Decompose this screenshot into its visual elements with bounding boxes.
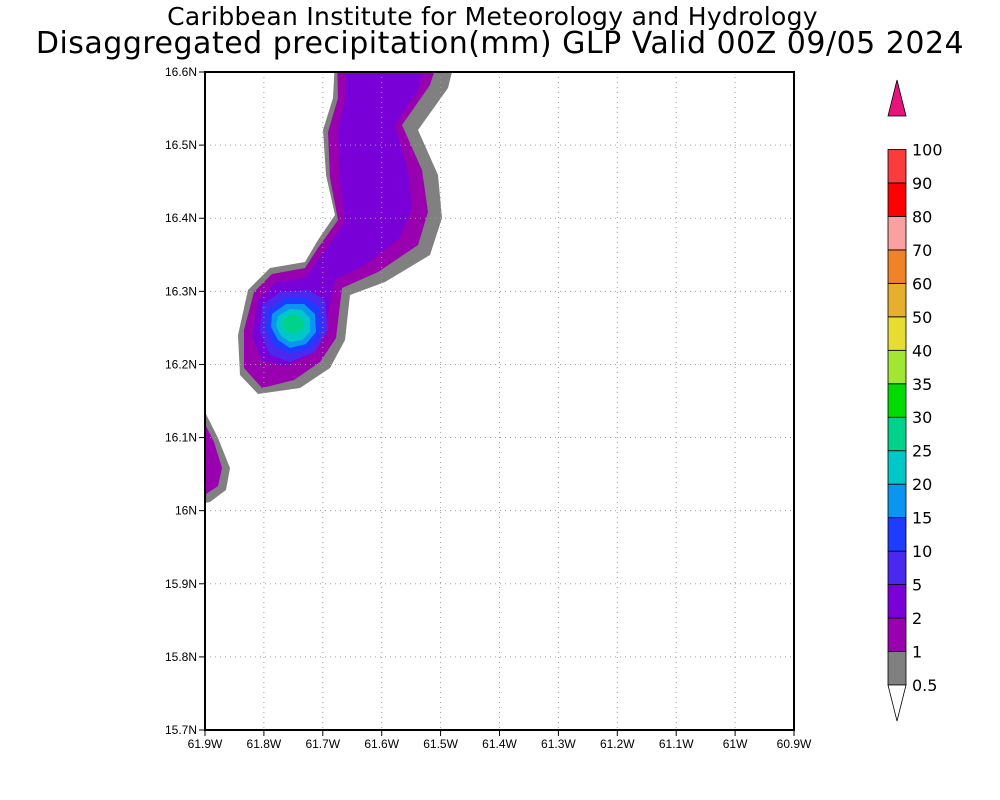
x-tick-label: 61.3W	[541, 737, 576, 751]
colorbar-label: 25	[912, 442, 932, 461]
colorbar-label: 0.5	[912, 676, 937, 695]
x-tick-label: 61.8W	[247, 737, 282, 751]
colorbar-swatch	[887, 550, 907, 585]
x-tick-label: 61.5W	[423, 737, 458, 751]
y-tick-label: 15.9N	[165, 577, 197, 591]
colorbar-swatch	[887, 584, 907, 619]
colorbar-label: 20	[912, 475, 932, 494]
colorbar-swatch	[887, 383, 907, 418]
x-tick-label: 60.9W	[777, 737, 812, 751]
colorbar-swatch	[887, 450, 907, 485]
colorbar-swatch	[887, 483, 907, 519]
colorbar-swatch	[887, 517, 907, 552]
x-tick-label: 61.9W	[188, 737, 223, 751]
colorbar-label: 70	[912, 241, 932, 260]
colorbar-label: 60	[912, 274, 932, 293]
y-tick-label: 16.4N	[165, 211, 197, 225]
title-institute: Caribbean Institute for Meteorology and …	[167, 2, 818, 31]
y-tick-label: 16N	[175, 504, 197, 518]
x-tick-label: 61.1W	[659, 737, 694, 751]
colorbar-label: 10	[912, 542, 932, 561]
colorbar-swatch	[887, 182, 907, 217]
map-grid	[205, 72, 794, 730]
colorbar-max-triangle	[887, 79, 907, 117]
title-product: Disaggregated precipitation(mm) GLP Vali…	[35, 26, 965, 61]
colorbar-label: 50	[912, 308, 932, 327]
plot-area	[205, 72, 794, 730]
x-tick-label: 61W	[723, 737, 748, 751]
colorbar-label: 40	[912, 341, 932, 360]
colorbar-swatch	[887, 651, 907, 686]
colorbar-label: 1	[912, 643, 922, 662]
colorbar-swatch	[887, 316, 907, 351]
colorbar-label: 30	[912, 408, 932, 427]
colorbar-swatch	[887, 249, 907, 284]
colorbar-label: 100	[912, 140, 943, 159]
colorbar-label: 2	[912, 609, 922, 628]
colorbar-label: 90	[912, 174, 932, 193]
x-tick-label: 61.4W	[482, 737, 517, 751]
colorbar-label: 80	[912, 207, 932, 226]
y-tick-label: 16.6N	[165, 65, 197, 79]
precip-contour-1-west	[205, 424, 222, 495]
y-tick-label: 16.5N	[165, 138, 197, 152]
x-tick-label: 61.6W	[364, 737, 399, 751]
x-axis: 61.9W 61.8W 61.7W 61.6W 61.5W 61.4W 61.3W 61.2W…	[188, 730, 812, 751]
y-tick-label: 16.3N	[165, 284, 197, 298]
y-tick-label: 15.8N	[165, 650, 197, 664]
colorbar-swatch	[887, 216, 907, 251]
colorbar-label: 35	[912, 375, 932, 394]
y-tick-label: 16.1N	[165, 431, 197, 445]
x-tick-label: 61.7W	[305, 737, 340, 751]
y-axis: 16.6N 16.5N 16.4N 16.3N 16.2N 16.1N 16N 15.9N 15…	[165, 65, 205, 737]
precip-contour-25	[282, 314, 304, 334]
y-tick-label: 15.7N	[165, 723, 197, 737]
colorbar-swatch	[887, 416, 907, 452]
y-tick-label: 16.2N	[165, 357, 197, 371]
colorbar-label: 5	[912, 576, 922, 595]
colorbar-swatch	[887, 349, 907, 385]
colorbar-swatch	[887, 282, 907, 318]
colorbar-min-triangle	[887, 684, 907, 722]
colorbar-label: 15	[912, 509, 932, 528]
precip-field	[205, 72, 452, 503]
colorbar-swatch	[887, 617, 907, 652]
colorbar-swatch	[887, 149, 907, 184]
x-tick-label: 61.2W	[600, 737, 635, 751]
